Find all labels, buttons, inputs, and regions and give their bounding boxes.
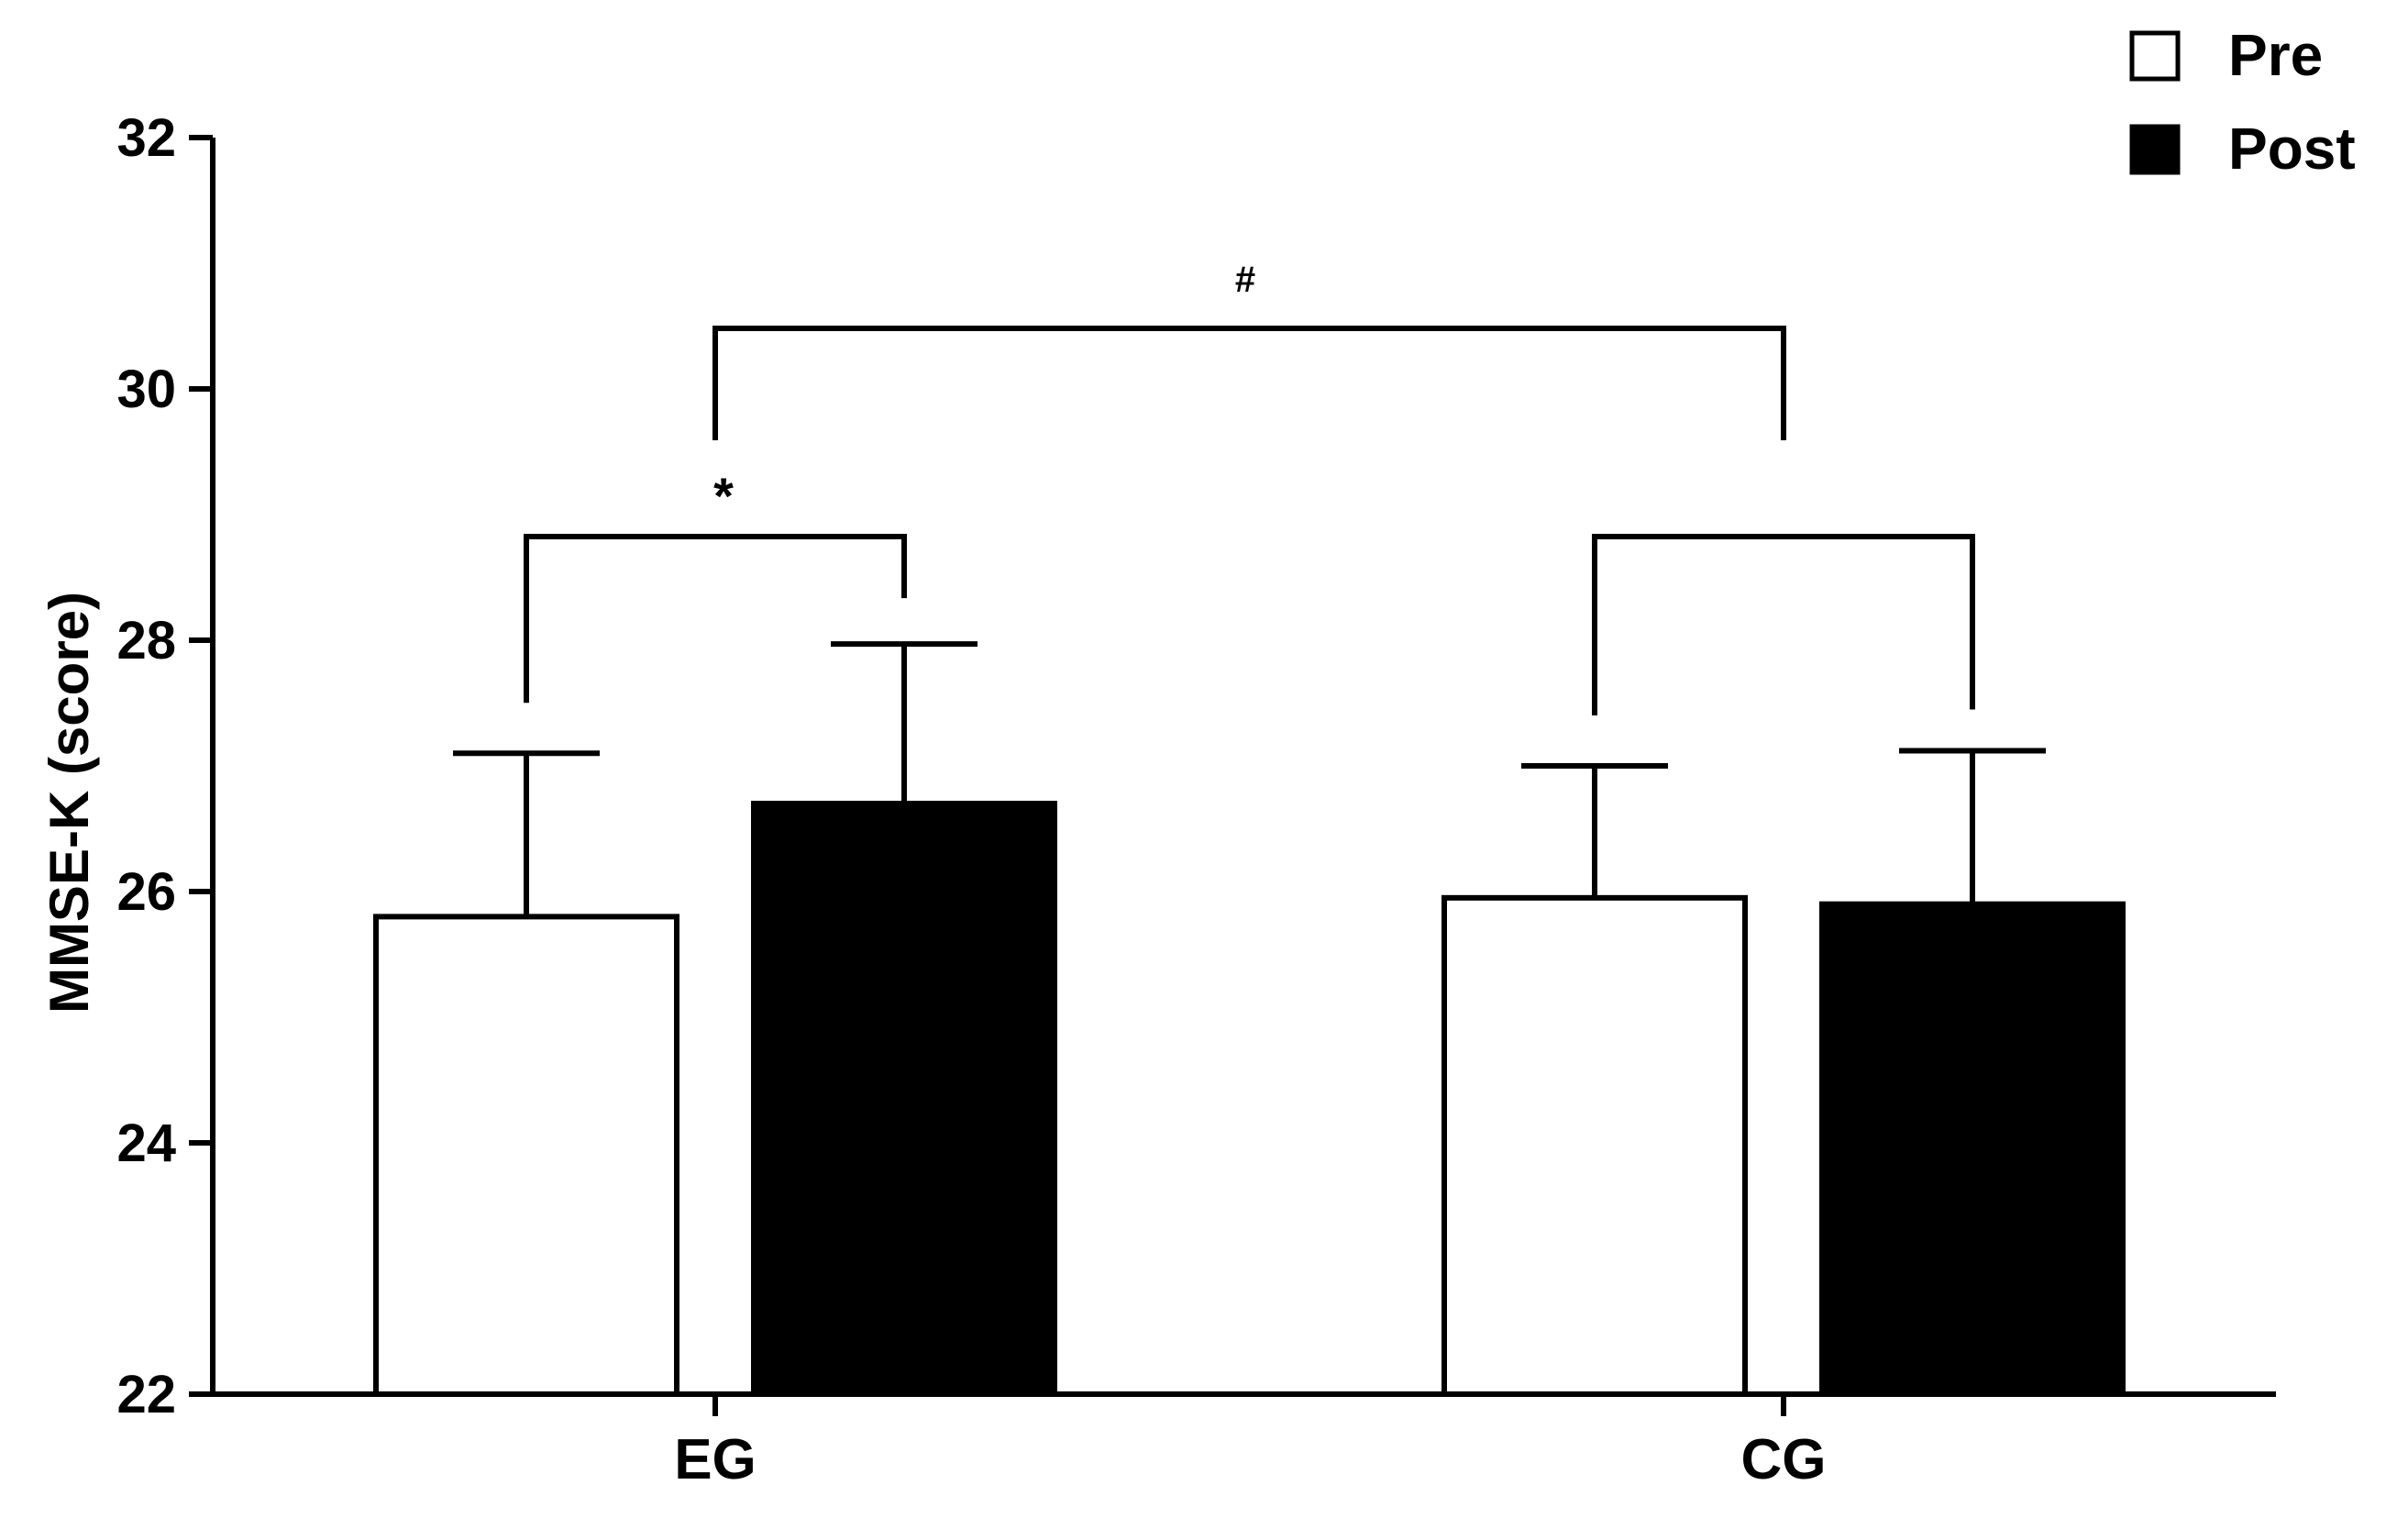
y-tick-label-22: 22 [116, 1365, 176, 1424]
bracket-cg-pre-post [1592, 534, 1975, 715]
bracket-eg-pre-post [524, 534, 907, 704]
x-tick-label-eg: EG [674, 1428, 757, 1491]
significance-mark-between: # [1235, 260, 1255, 300]
bar-cg-post [1819, 901, 2126, 1397]
legend-swatch-pre [2129, 30, 2181, 82]
bracket-eg-cg [712, 326, 1786, 440]
y-tick-label-26: 26 [116, 862, 176, 922]
y-axis-title: MMSE-K (score) [39, 592, 100, 1014]
error-bars-layer [453, 641, 2046, 917]
bar-eg-post [751, 801, 1057, 1397]
bar-cg-pre [1441, 894, 1748, 1397]
bars-layer [373, 801, 2126, 1397]
bar-eg-pre [373, 914, 679, 1397]
legend-label-pre: Pre [2228, 22, 2323, 88]
y-tick-label-28: 28 [116, 611, 176, 670]
y-tick-label-24: 24 [116, 1114, 176, 1173]
legend-swatch-post [2129, 124, 2181, 175]
x-tick-label-cg: CG [1741, 1428, 1827, 1491]
axes-layer: EG CG 22 24 26 28 30 32 MMSE-K (score) [39, 108, 2276, 1491]
y-tick-label-32: 32 [116, 108, 176, 168]
significance-brackets-layer: *# [524, 260, 1975, 715]
legend: Pre Post [2129, 22, 2356, 182]
significance-mark-eg: * [713, 467, 734, 525]
legend-label-post: Post [2228, 116, 2356, 182]
y-tick-label-30: 30 [116, 360, 176, 419]
